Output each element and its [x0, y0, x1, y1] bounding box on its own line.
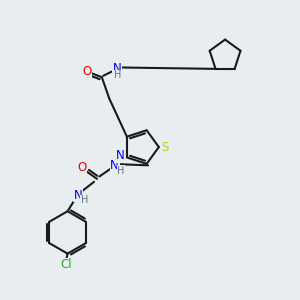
Text: Cl: Cl: [60, 258, 72, 271]
Text: N: N: [113, 62, 122, 75]
Text: N: N: [74, 188, 82, 202]
Text: N: N: [110, 159, 119, 172]
Text: N: N: [116, 149, 125, 163]
Text: H: H: [81, 195, 88, 205]
Text: S: S: [162, 141, 169, 154]
Text: O: O: [77, 161, 86, 174]
Text: H: H: [114, 70, 122, 80]
Text: H: H: [118, 166, 125, 176]
Text: O: O: [82, 65, 91, 78]
